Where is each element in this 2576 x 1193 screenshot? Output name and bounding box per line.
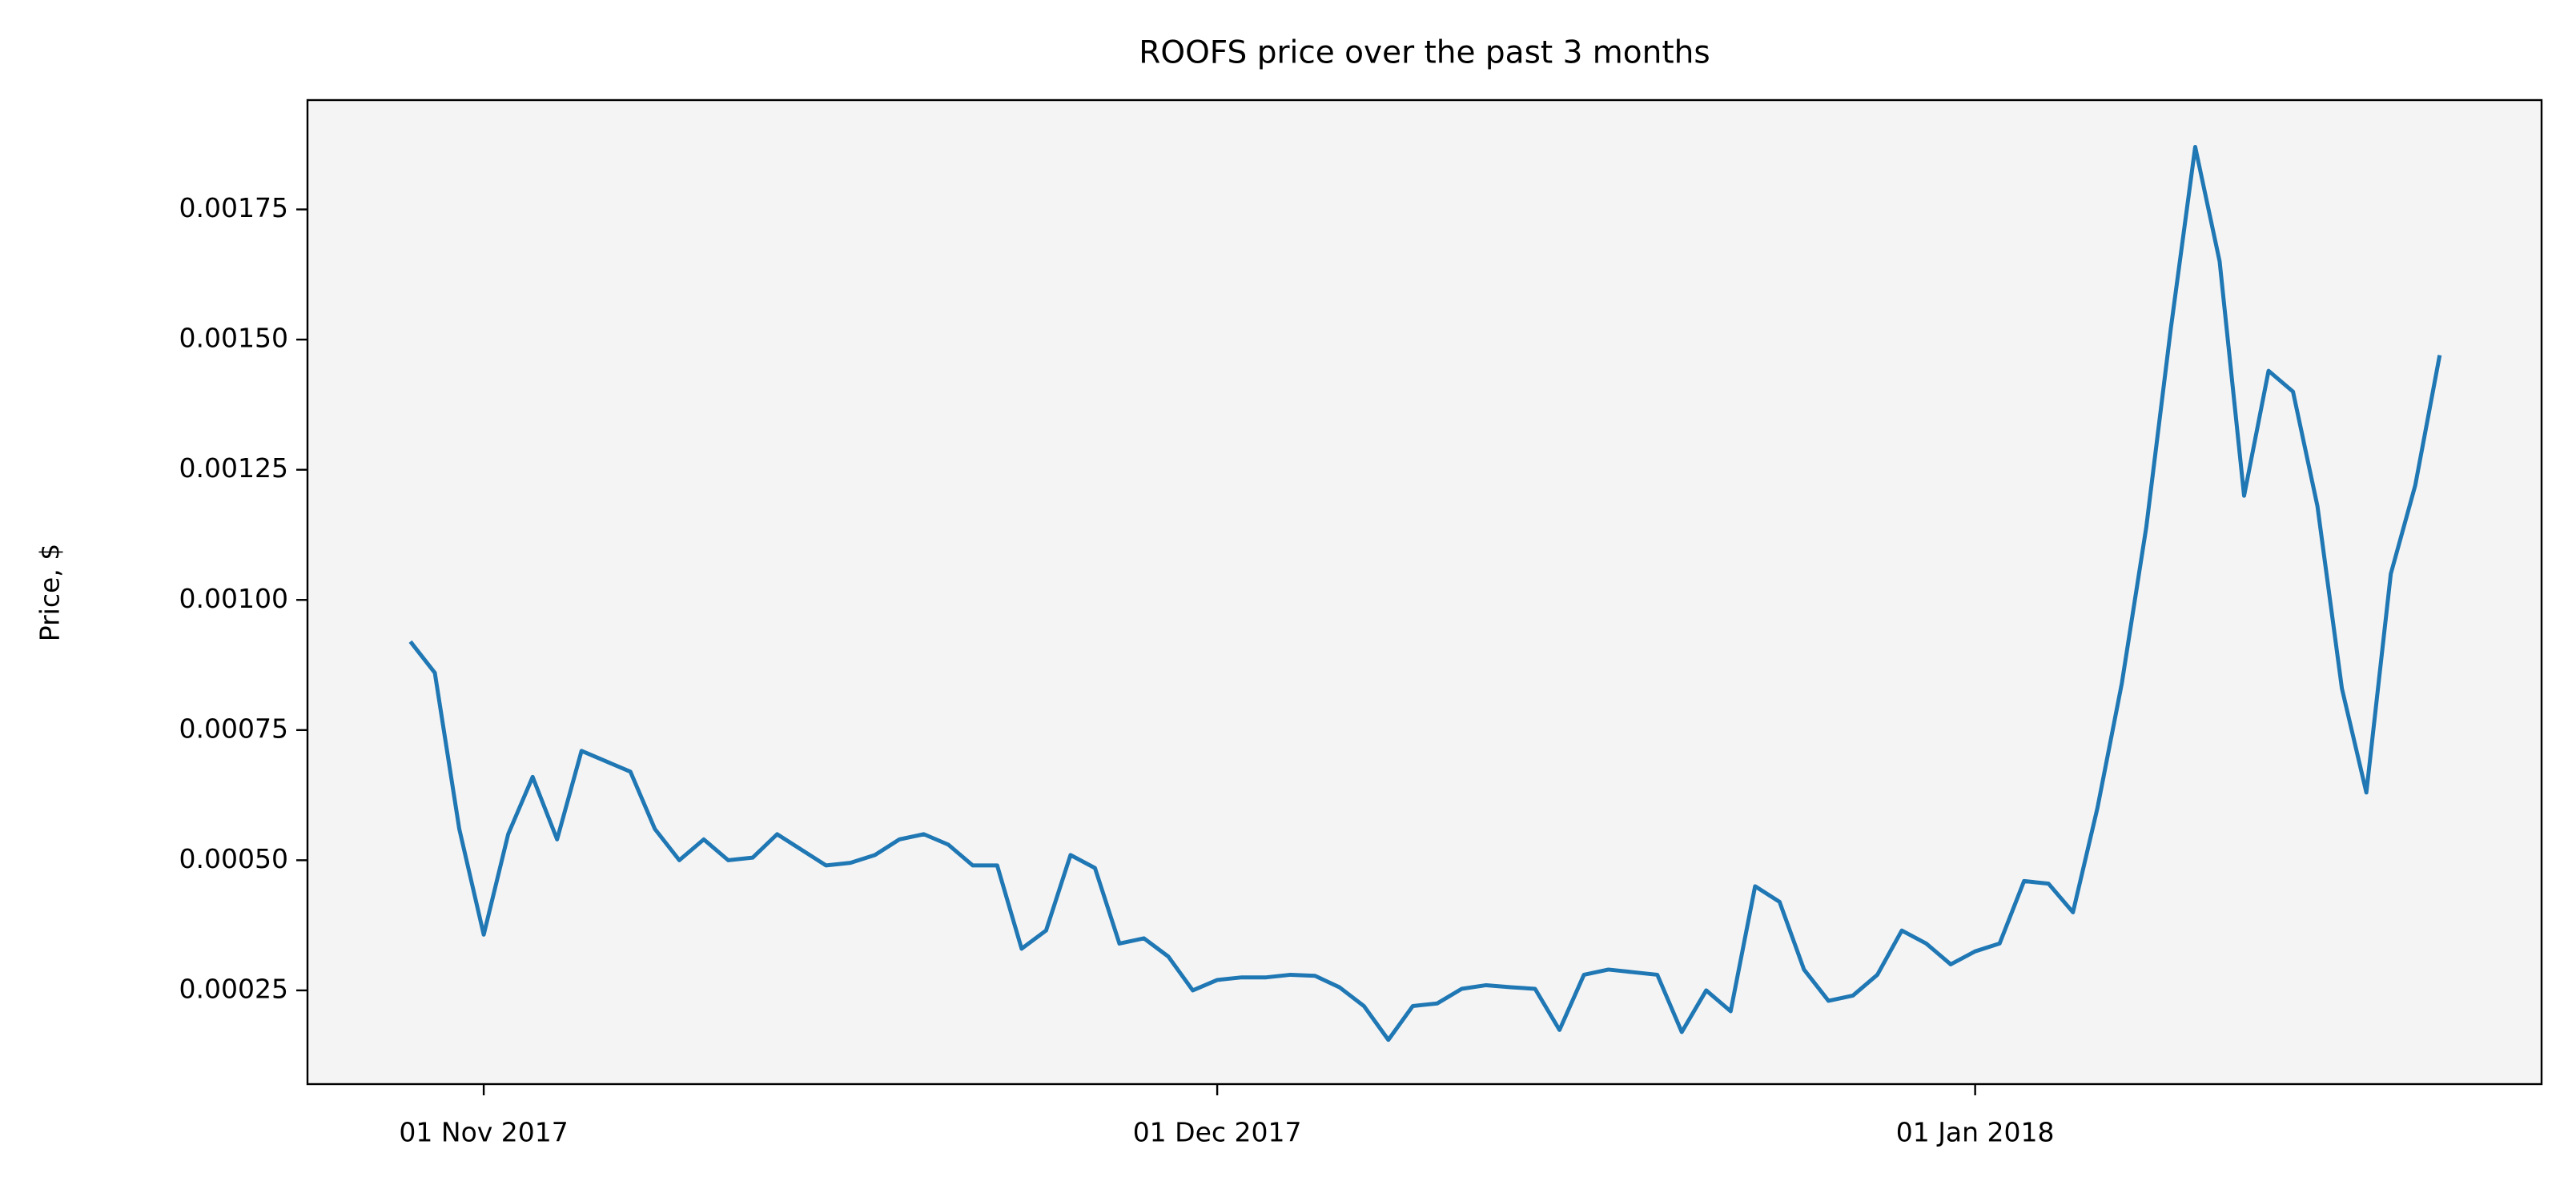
- y-tick-label: 0.00050: [179, 843, 288, 874]
- y-tick-label: 0.00150: [179, 323, 288, 354]
- x-tick-label: 01 Dec 2017: [1133, 1117, 1302, 1148]
- price-line: [408, 145, 2442, 1042]
- y-tick-label: 0.00125: [179, 452, 288, 484]
- chart-title: ROOFS price over the past 3 months: [1139, 35, 1710, 71]
- plot-background: [307, 100, 2542, 1084]
- y-tick-label: 0.00075: [179, 713, 288, 744]
- y-tick-label: 0.00175: [179, 192, 288, 223]
- plot-frame: [306, 98, 2543, 1086]
- y-tick-label: 0.00100: [179, 583, 288, 614]
- y-tick-label: 0.00025: [179, 973, 288, 1004]
- x-tick-label: 01 Jan 2018: [1896, 1117, 2055, 1148]
- x-tick-label: 01 Nov 2017: [399, 1117, 568, 1148]
- y-axis-label: Price, $: [34, 544, 66, 641]
